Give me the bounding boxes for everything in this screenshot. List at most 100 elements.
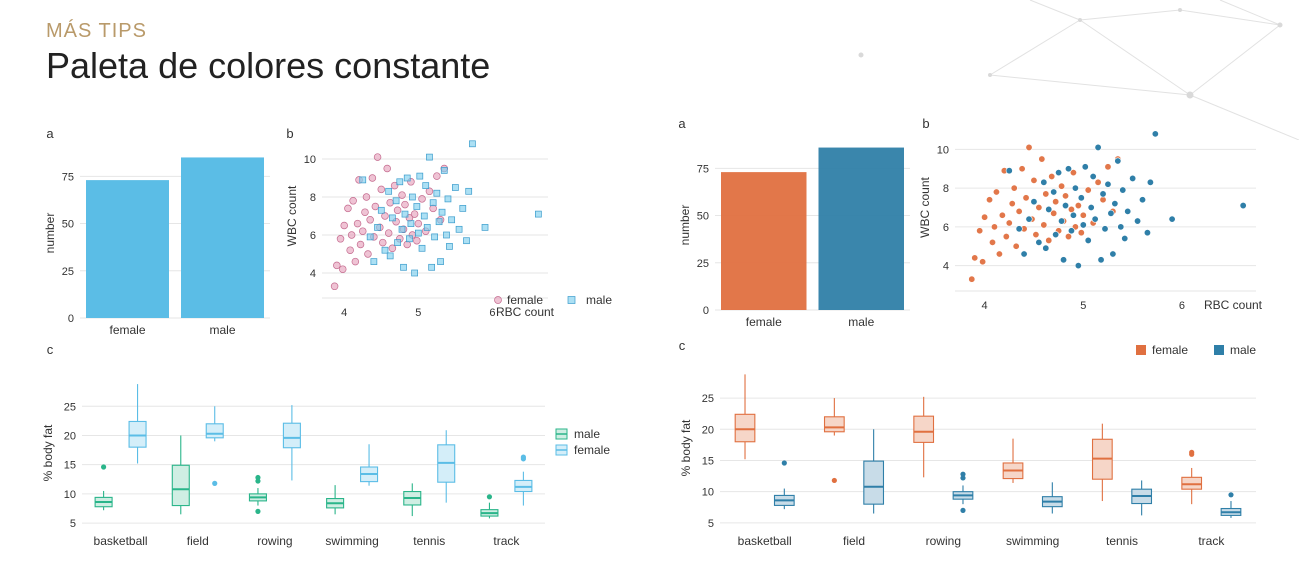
point-male	[1087, 204, 1095, 212]
point-female	[353, 219, 362, 228]
point-male	[1079, 221, 1087, 229]
point-female	[1048, 173, 1056, 181]
point-female	[401, 200, 409, 209]
point-female	[989, 238, 997, 246]
point-female	[1050, 209, 1058, 217]
y-tick-label: 15	[64, 460, 76, 472]
point-female	[1038, 155, 1046, 163]
y-tick-label: 8	[310, 192, 316, 204]
point-male	[1104, 180, 1112, 188]
x-tick-label: 4	[982, 300, 988, 312]
legend-swatch-female	[1136, 345, 1146, 355]
point-male	[377, 206, 385, 214]
point-female	[349, 197, 357, 205]
x-tick-label: swimming	[325, 534, 378, 548]
point-male	[433, 189, 441, 197]
x-tick-label: male	[209, 323, 235, 337]
x-tick-label: rowing	[926, 534, 961, 548]
legend-label-female: female	[574, 443, 610, 457]
point-male	[440, 167, 448, 174]
point-female	[1099, 196, 1107, 204]
point-female	[410, 210, 419, 218]
point-male	[444, 195, 452, 203]
y-tick-label: 10	[702, 487, 714, 499]
x-tick-label: field	[187, 534, 209, 548]
point-male	[1091, 215, 1099, 223]
point-male	[389, 214, 396, 222]
point-female	[384, 229, 393, 237]
point-male	[1094, 143, 1102, 151]
point-male	[1030, 198, 1038, 206]
y-tick-label: 4	[310, 268, 316, 280]
point-male	[1077, 194, 1085, 202]
point-female	[979, 258, 987, 266]
y-tick-label: 6	[310, 230, 316, 242]
y-tick-label: 10	[304, 154, 316, 166]
box-male-field	[171, 464, 190, 507]
point-male	[396, 178, 404, 186]
point-male	[1055, 169, 1063, 177]
box-female-field	[823, 416, 845, 433]
point-female	[377, 185, 386, 194]
point-male	[418, 244, 426, 252]
point-male	[446, 243, 453, 250]
bar-female	[86, 180, 169, 318]
outlier-point	[255, 508, 261, 514]
point-male	[370, 258, 378, 265]
point-female	[413, 236, 421, 245]
point-female	[1008, 200, 1016, 208]
point-male	[1134, 217, 1142, 225]
point-male	[1005, 167, 1013, 175]
point-female	[1052, 198, 1060, 206]
bar-female	[721, 172, 807, 310]
point-female	[1074, 202, 1082, 210]
point-male	[1074, 262, 1082, 270]
point-female	[347, 231, 356, 239]
point-female	[371, 202, 380, 211]
legend-label-male: male	[586, 293, 612, 307]
point-male	[431, 233, 438, 241]
point-male	[1143, 229, 1151, 237]
outlier-point	[255, 478, 261, 484]
point-male	[1069, 211, 1077, 219]
point-male	[452, 184, 459, 191]
point-female	[1079, 211, 1087, 219]
outlier-point	[101, 464, 107, 470]
x-tick-label: tennis	[1106, 534, 1138, 548]
point-female	[1022, 194, 1030, 202]
point-male	[394, 239, 401, 246]
x-axis-label: RBC count	[496, 305, 555, 319]
point-female	[1012, 242, 1020, 250]
box-male-field	[863, 460, 885, 505]
point-female	[1015, 207, 1023, 215]
legend-label-male: male	[574, 427, 600, 441]
point-male	[1081, 163, 1089, 171]
point-male	[1117, 223, 1125, 231]
point-female	[1025, 143, 1033, 151]
point-male	[401, 210, 409, 218]
point-male	[463, 237, 470, 245]
point-male	[403, 174, 411, 182]
point-male	[426, 153, 433, 161]
legend-label-female: female	[1152, 343, 1188, 357]
point-female	[398, 191, 406, 199]
point-female	[995, 250, 1003, 258]
point-male	[1020, 250, 1028, 258]
point-male	[423, 224, 431, 231]
y-tick-label: 75	[697, 163, 709, 175]
x-tick-label: male	[848, 315, 874, 329]
legend-swatch-female	[494, 296, 502, 304]
point-male	[409, 193, 416, 201]
point-male	[1109, 250, 1117, 258]
point-male	[1099, 190, 1107, 198]
point-male	[398, 225, 406, 233]
point-male	[1045, 205, 1053, 213]
point-female	[1069, 169, 1077, 177]
x-tick-label: swimming	[1006, 534, 1059, 548]
point-female	[433, 172, 441, 180]
point-female	[414, 219, 423, 228]
legend-label-male: male	[1230, 343, 1256, 357]
point-male	[381, 246, 389, 254]
point-male	[455, 225, 463, 233]
point-female	[971, 254, 979, 262]
